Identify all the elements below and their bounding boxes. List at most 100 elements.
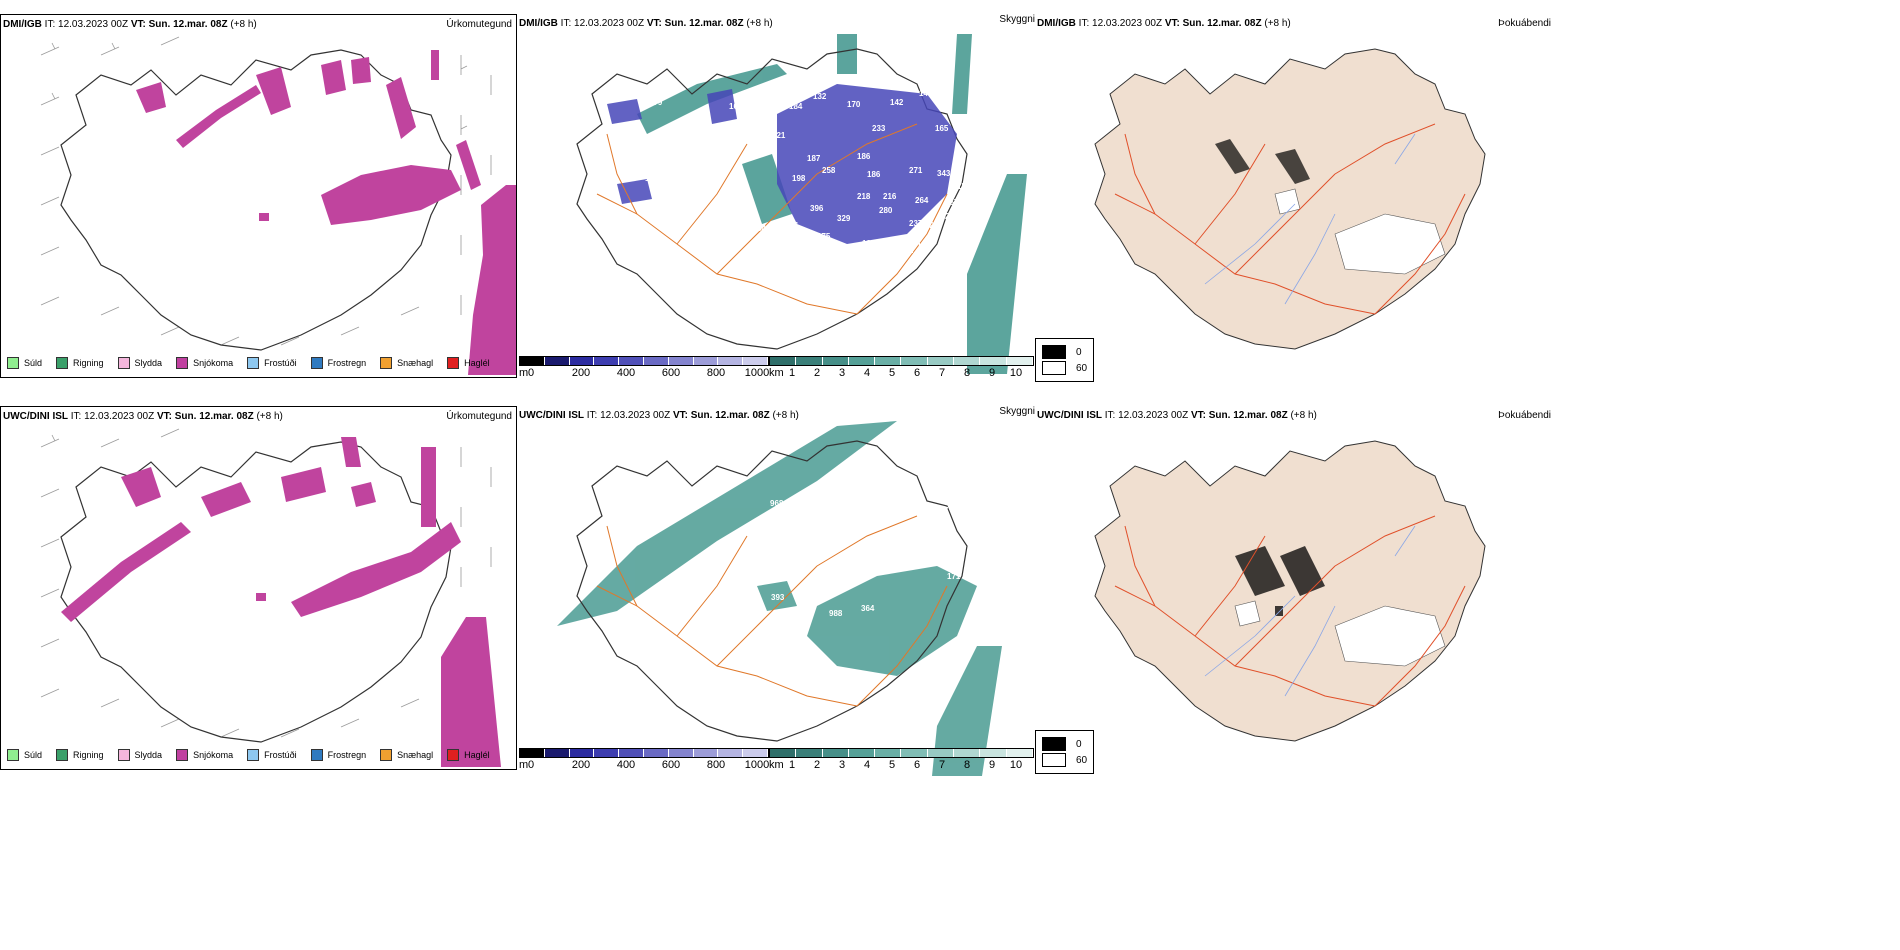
tick-label: 200 [571,367,591,379]
cloud-label: 224 [925,221,939,230]
tick-label: 2 [813,759,821,771]
tick-label: 4 [863,367,871,379]
fog-panel-bottom: UWC/DINI ISL IT: 12.03.2023 00Z VT: Sun.… [1035,406,1555,786]
cloud-label: 184 [789,102,803,111]
fog-max-swatch [1042,753,1066,767]
legend-item: Frostúði [247,749,297,761]
legend-item: Rigning [56,357,104,369]
legend-item: Haglél [447,749,490,761]
legend-swatch [310,749,323,761]
road-network [596,515,948,707]
tick-label: 1000 [744,759,770,771]
legend-item: Frostregn [310,749,366,761]
iceland-outline [576,48,968,350]
fog-legend-top: 0 60 [1035,338,1095,382]
cloud-label: 197 [835,244,849,253]
legend-swatch [56,357,69,369]
cloud-label: 171 [947,572,961,581]
tick-label: 400 [616,759,636,771]
cloud-label: 340 [757,224,771,233]
visibility-legend: km 1 2 3 4 5 6 7 8 9 10 [769,356,1034,380]
tick-label: 5 [888,759,896,771]
panel-title: Skyggni [999,14,1035,25]
cloud-label: 405 [951,552,965,561]
tick-label: 8 [963,367,971,379]
snow-areas [61,437,501,767]
cloud-label: 142 [890,98,904,107]
cloud-label-group: 968 970 853 237 222 209 953 555 402 405 … [517,406,1035,786]
legend-swatch [310,357,323,369]
tick-label: 400 [616,367,636,379]
visibility-areas [557,421,1002,776]
panel-header: UWC/DINI ISL IT: 12.03.2023 00Z VT: Sun.… [1037,410,1317,421]
cloud-label: 853 [855,501,869,510]
road-network [1114,123,1466,315]
cloud-label: 329 [837,214,851,223]
glaciers [1234,600,1446,667]
tick-label: 0 [527,759,535,771]
cloud-label: 187 [807,154,821,163]
glaciers [1274,188,1446,275]
tick-label: 0 [527,367,535,379]
cloud-panel-top: DMI/IGB IT: 12.03.2023 00Z VT: Sun. 12.m… [517,14,1035,394]
cloud-label: 165 [935,124,949,133]
fog-areas [1215,139,1310,184]
legend-item: Snæhagl [380,357,433,369]
precip-type-legend: Súld Rigning Slydda Snjókoma Frostúði Fr… [7,357,490,369]
legend-swatch [447,749,460,761]
legend-item: Haglél [447,357,490,369]
legend-item: Súld [7,749,42,761]
cloud-map [557,421,1002,776]
legend-item: Snjókoma [176,749,233,761]
tick-label: 10 [1009,367,1023,379]
cloud-label: 402 [867,546,881,555]
legend-swatch [447,357,460,369]
tick-label: 9 [988,367,996,379]
cloud-base-legend: m 0 200 400 600 800 1000 [519,356,769,380]
rivers [1204,133,1416,305]
panel-title: Úrkomutegund [446,19,512,30]
precip-map [40,36,516,375]
legend-swatch [117,357,130,369]
cloud-label: 209 [921,526,935,535]
fog-areas [1235,546,1325,616]
cloud-label: 201 [945,212,959,221]
iceland-outline [60,49,452,351]
cloud-label: 162 [729,102,743,111]
fog-max-swatch [1042,361,1066,375]
tick-label: 9 [988,759,996,771]
cloud-label: 396 [810,204,824,213]
cloud-label: 222 [793,521,807,530]
color-bar [519,356,769,366]
fog-map [1094,48,1486,350]
tick-label: 7 [938,759,946,771]
cloud-label: 191 [862,239,876,248]
precip-map [40,428,501,767]
legend-swatch [176,357,189,369]
cloud-base-legend: m 0 200 400 600 800 1000 [519,748,769,772]
cloud-label: 170 [847,100,861,109]
tick-label: 4 [863,759,871,771]
fog-map [1094,440,1486,742]
color-bar [519,748,769,758]
precip-panel-bottom: UWC/DINI ISL IT: 12.03.2023 00Z VT: Sun.… [0,406,517,770]
legend-swatch [380,749,393,761]
cloud-label: 186 [972,207,986,216]
legend-swatch [56,749,69,761]
tick-label: 3 [838,759,846,771]
road-network [1114,515,1466,707]
cloud-label: 988 [829,609,843,618]
tick-label: 1 [788,759,796,771]
cloud-label: 343 [937,169,951,178]
legend-swatch [247,749,260,761]
cloud-label: 555 [809,536,823,545]
unit-label: km [769,367,784,379]
tick-label: 2 [813,367,821,379]
cloud-panel-bottom: UWC/DINI ISL IT: 12.03.2023 00Z VT: Sun.… [517,406,1035,786]
tick-label: 800 [706,759,726,771]
panel-header: DMI/IGB IT: 12.03.2023 00Z VT: Sun. 12.m… [1037,18,1291,29]
cloud-label: 153 [957,182,971,191]
cloud-label-group: 179 162 176 184 132 170 142 147 165 123 … [517,14,1035,394]
cloud-base-areas [607,84,957,244]
wind-barbs [40,36,492,346]
